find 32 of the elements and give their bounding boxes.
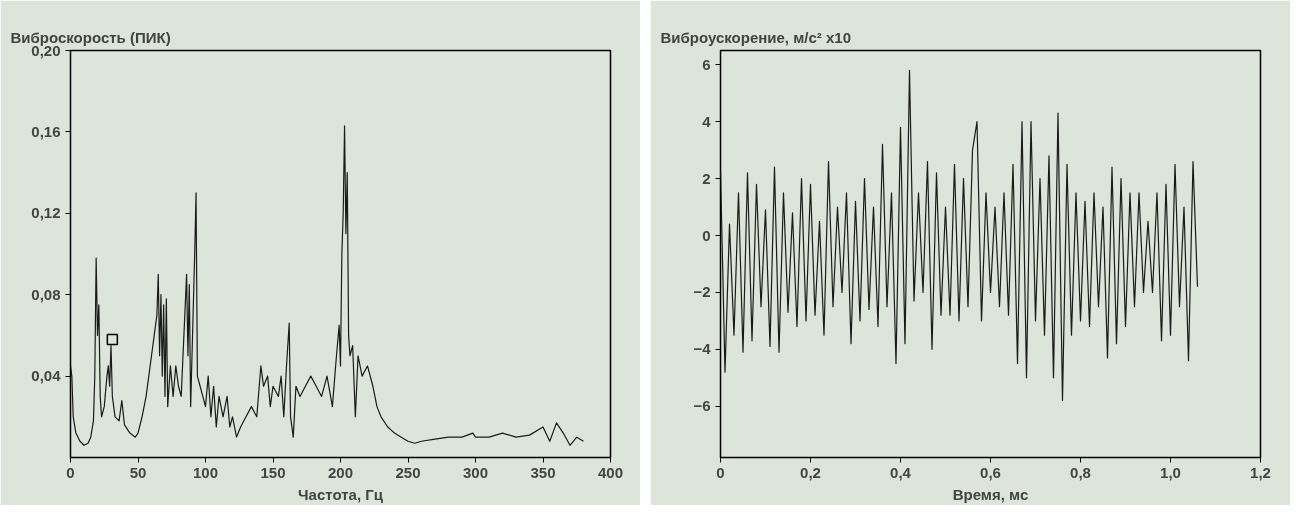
chart-title: Виброускорение, м/с² x10	[660, 28, 851, 46]
x-tick-label: 0	[716, 463, 725, 481]
x-tick-label: 1,0	[1160, 463, 1181, 481]
y-tick-label: 6	[702, 55, 711, 73]
x-axis-title: Частота, Гц	[298, 485, 384, 503]
x-tick-label: 250	[395, 463, 421, 481]
x-tick-label: 350	[530, 463, 556, 481]
x-tick-label: 1,2	[1250, 463, 1271, 481]
line-series	[720, 69, 1199, 402]
line-series	[70, 125, 585, 446]
y-tick-label: 0,04	[31, 367, 62, 385]
x-tick-label: 100	[192, 463, 219, 481]
y-tick-label: 2	[702, 169, 711, 187]
y-tick-label: −2	[693, 283, 711, 301]
y-tick-label: 0,16	[31, 122, 61, 140]
x-tick-label: 300	[462, 463, 489, 481]
y-tick-label: 0,12	[31, 204, 61, 222]
y-tick-label: 0	[702, 226, 711, 244]
x-tick-label: 0	[66, 463, 75, 481]
x-tick-label: 0,6	[980, 463, 1001, 481]
y-tick-label: 4	[702, 112, 712, 130]
y-tick-label: 0,08	[31, 285, 61, 303]
x-tick-label: 200	[327, 463, 354, 481]
y-tick-label: −4	[693, 340, 712, 358]
x-tick-label: 400	[597, 463, 624, 481]
x-tick-label: 150	[260, 463, 286, 481]
x-tick-label: 0,2	[800, 463, 821, 481]
x-tick-label: 50	[129, 463, 147, 481]
y-tick-label: −6	[693, 397, 711, 415]
x-tick-label: 0,4	[890, 463, 912, 481]
x-tick-label: 0,8	[1070, 463, 1091, 481]
x-axis-title: Время, мс	[952, 485, 1029, 503]
